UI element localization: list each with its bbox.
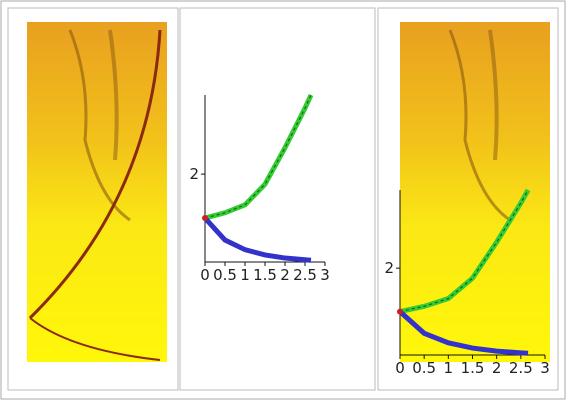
y-tick-label: 2 [384,259,394,277]
x-tick-label: 0.5 [213,266,237,284]
x-tick-label: 3 [320,266,330,284]
x-tick-label: 0 [395,359,405,377]
origin-point [202,215,208,221]
x-tick-label: 1.5 [461,359,485,377]
y-tick-label: 2 [189,165,199,183]
x-tick-label: 0.5 [412,359,436,377]
x-tick-label: 3 [540,359,550,377]
x-tick-label: 1 [240,266,250,284]
x-tick-label: 2.5 [293,266,317,284]
x-tick-label: 0 [200,266,210,284]
x-tick-label: 1 [444,359,454,377]
x-tick-label: 2 [280,266,290,284]
x-tick-label: 2.5 [509,359,533,377]
figure: 00.511.522.53200.511.522.532 [0,0,566,400]
origin-point [397,309,403,315]
specimen-image [27,22,167,362]
x-tick-label: 1.5 [253,266,277,284]
x-tick-label: 2 [492,359,502,377]
